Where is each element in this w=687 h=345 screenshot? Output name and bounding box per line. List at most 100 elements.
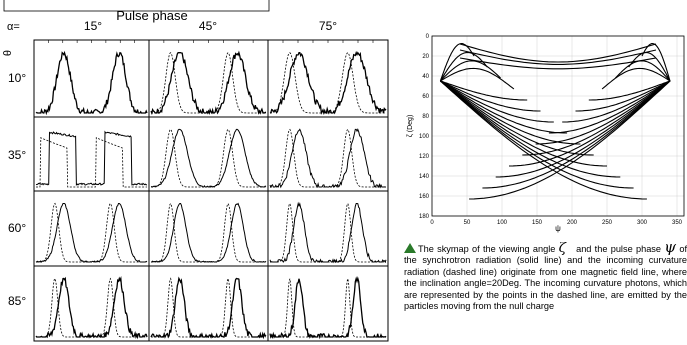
- skymap-curve: [548, 80, 671, 134]
- skymap-curve: [459, 43, 657, 63]
- row-label-35: 35°: [8, 148, 26, 162]
- skymap-x-tick-label: 350: [672, 220, 683, 226]
- skymap-x-tick-label: 0: [430, 220, 434, 226]
- profile-panel-frame: [33, 265, 150, 342]
- curvature-profile-dashed: [151, 128, 266, 188]
- skymap-y-tick-label: 120: [419, 154, 430, 160]
- alpha-label: α=: [7, 21, 20, 33]
- profile-panels: [33, 39, 389, 342]
- skymap-curve: [628, 51, 671, 82]
- skymap-gridlines: [431, 35, 684, 217]
- skymap-xlabel: ψ: [555, 224, 561, 233]
- skymap-curve: [575, 80, 671, 112]
- skymap-curve: [482, 80, 671, 189]
- skymap-curve: [459, 49, 657, 65]
- skymap-x-tick-label: 300: [637, 220, 648, 226]
- curvature-profile-dashed: [270, 278, 386, 338]
- skymap-frame: [431, 35, 685, 217]
- skymap-curve: [440, 80, 528, 101]
- synchrotron-profile-solid: [269, 276, 387, 340]
- profile-panel-frame: [267, 190, 389, 267]
- theta-label: θ: [0, 50, 12, 56]
- skymap-curve: [440, 80, 554, 123]
- caption-text-1: The skymap of the viewing angle: [418, 244, 556, 254]
- skymap-x-tick-label: 250: [602, 220, 613, 226]
- skymap-curve: [459, 57, 657, 70]
- profile-panel-frame: [267, 39, 389, 118]
- skymap-curve: [641, 43, 671, 82]
- caption-psi: ψ: [664, 242, 677, 256]
- skymap-x-tick-label: 100: [497, 220, 508, 226]
- pulse-profile-grid: Pulse phase α= 15° 45° 75° θ 10° 35° 60°…: [0, 0, 389, 342]
- skymap-curve: [588, 80, 671, 101]
- curvature-profile-dashed: [270, 52, 387, 114]
- synchrotron-profile-solid: [269, 201, 387, 264]
- curvature-profile-dashed: [151, 52, 266, 114]
- synchrotron-profile-solid: [35, 50, 148, 116]
- title-box: [3, 0, 270, 12]
- skymap-y-tick-label: 20: [422, 54, 429, 60]
- skymap-curve: [440, 80, 541, 112]
- synchrotron-profile-solid: [150, 128, 267, 188]
- profile-panel-frame: [148, 39, 269, 118]
- skymap-chart: 0 50 100 150 200 250 300 350 0 20 40 60 80 100 120 140 1…: [407, 34, 685, 233]
- triangle-icon: [404, 243, 416, 253]
- curvature-profile-dashed: [151, 277, 266, 338]
- skymap-curves: [439, 43, 671, 200]
- skymap-curve: [469, 80, 671, 200]
- skymap-curve: [440, 80, 568, 134]
- curvature-profile-dashed: [36, 202, 147, 263]
- skymap-curve: [535, 80, 671, 145]
- skymap-curve: [440, 80, 634, 189]
- row-label-10: 10°: [8, 71, 26, 85]
- caption-text-2: and the pulse: [576, 244, 633, 254]
- skymap-y-tick-label: 80: [422, 114, 429, 120]
- skymap-y-tick-label: 180: [419, 214, 430, 220]
- profile-panel-frame: [33, 190, 150, 267]
- skymap-x-tick-label: 50: [464, 220, 471, 226]
- row-label-85: 85°: [8, 294, 26, 308]
- skymap-curve: [440, 80, 647, 200]
- synchrotron-profile-solid: [35, 203, 148, 263]
- skymap-curve: [439, 51, 488, 82]
- skymap-y-tick-label: 160: [419, 194, 430, 200]
- caption-text-4: of the synchrotron radiation (solid line…: [404, 244, 687, 312]
- synchrotron-profile-solid: [150, 50, 267, 116]
- skymap-y-tick-label: 60: [422, 94, 429, 100]
- column-label-75: 75°: [319, 19, 337, 33]
- synchrotron-profile-solid: [269, 50, 387, 116]
- skymap-curve: [562, 80, 671, 123]
- column-label-45: 45°: [199, 19, 217, 33]
- caption-text-3: phase: [635, 244, 662, 254]
- skymap-curve: [440, 67, 515, 90]
- skymap-curve: [439, 43, 475, 82]
- column-label-15: 15°: [84, 19, 102, 33]
- synchrotron-profile-solid: [35, 275, 148, 340]
- skymap-curve: [615, 60, 671, 82]
- synchrotron-profile-solid: [269, 128, 386, 189]
- skymap-curve: [508, 80, 671, 167]
- curvature-profile-dashed: [36, 137, 147, 188]
- figure-caption: The skymap of the viewing angle ζ and th…: [404, 242, 687, 345]
- skymap-curve: [440, 60, 501, 82]
- profile-panel-frame: [267, 265, 389, 342]
- curvature-profile-dashed: [270, 128, 386, 188]
- synchrotron-profile-solid: [151, 202, 267, 263]
- skymap-curve: [522, 80, 671, 156]
- skymap-ticks: 0 50 100 150 200 250 300 350 0 20 40 60 80 100 120 140 1…: [419, 34, 683, 226]
- pulse-phase-title: Pulse phase: [116, 8, 188, 23]
- skymap-x-tick-label: 150: [532, 220, 543, 226]
- skymap-ylabel: ζ (Deg): [407, 115, 414, 138]
- caption-zeta: ζ: [558, 242, 567, 256]
- synchrotron-profile-solid: [35, 130, 148, 186]
- skymap-y-tick-label: 0: [426, 34, 430, 40]
- skymap-y-tick-label: 140: [419, 174, 430, 180]
- skymap-curve: [601, 67, 671, 90]
- profile-panel-frame: [148, 116, 269, 192]
- profile-panel-frame: [148, 265, 269, 342]
- skymap-y-tick-label: 40: [422, 74, 429, 80]
- profile-panel-frame: [267, 116, 389, 192]
- skymap-curve: [495, 80, 671, 178]
- skymap-curve: [440, 80, 621, 178]
- row-label-60: 60°: [8, 221, 26, 235]
